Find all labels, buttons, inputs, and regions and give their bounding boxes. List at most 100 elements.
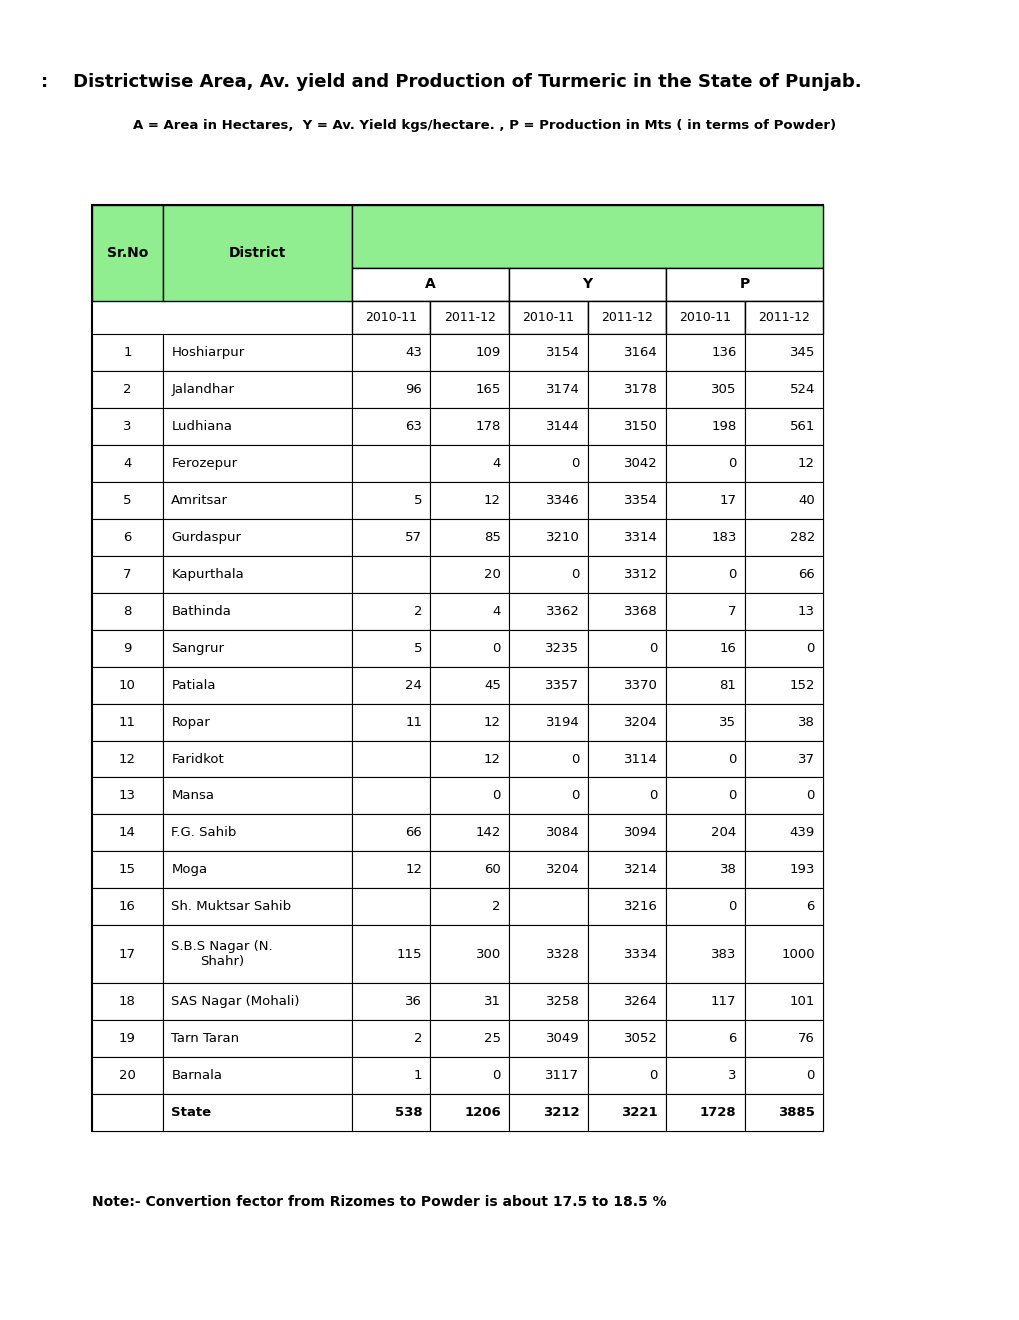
Text: 3117: 3117: [545, 1069, 579, 1082]
Bar: [352, 741, 430, 777]
Bar: [508, 851, 587, 888]
Bar: [508, 777, 587, 814]
Text: 63: 63: [405, 420, 422, 433]
Bar: [163, 519, 352, 556]
Text: Sh. Muktsar Sahib: Sh. Muktsar Sahib: [171, 900, 291, 913]
Text: Barnala: Barnala: [171, 1069, 222, 1082]
Bar: [430, 925, 508, 983]
Bar: [744, 519, 822, 556]
Bar: [352, 334, 430, 371]
Bar: [352, 371, 430, 408]
Text: Jalandhar: Jalandhar: [171, 383, 234, 396]
Text: 2010-11: 2010-11: [522, 312, 574, 323]
Bar: [163, 445, 352, 482]
Bar: [352, 593, 430, 630]
Text: 3370: 3370: [624, 678, 657, 692]
Bar: [352, 1094, 430, 1131]
Bar: [508, 408, 587, 445]
Text: 5: 5: [414, 642, 422, 655]
Bar: [508, 519, 587, 556]
Text: 204: 204: [710, 826, 736, 840]
Text: 524: 524: [789, 383, 814, 396]
Bar: [430, 371, 508, 408]
Bar: [744, 371, 822, 408]
Bar: [665, 556, 744, 593]
Text: 6: 6: [806, 900, 814, 913]
Text: 3885: 3885: [777, 1106, 814, 1119]
Text: S.B.S Nagar (N.
Shahr): S.B.S Nagar (N. Shahr): [171, 940, 273, 969]
Text: 3: 3: [728, 1069, 736, 1082]
Bar: [92, 925, 163, 983]
Bar: [92, 814, 163, 851]
Bar: [665, 814, 744, 851]
Text: 3354: 3354: [624, 494, 657, 507]
Bar: [430, 1020, 508, 1057]
Text: Amritsar: Amritsar: [171, 494, 228, 507]
Text: 2011-12: 2011-12: [443, 312, 495, 323]
Bar: [430, 445, 508, 482]
Text: 13: 13: [797, 605, 814, 618]
Text: 3144: 3144: [545, 420, 579, 433]
Bar: [508, 593, 587, 630]
Text: 0: 0: [492, 1069, 500, 1082]
Bar: [665, 301, 744, 334]
Text: 4: 4: [492, 605, 500, 618]
Bar: [352, 1057, 430, 1094]
Text: 193: 193: [789, 863, 814, 876]
Bar: [163, 556, 352, 593]
Bar: [430, 482, 508, 519]
Text: 0: 0: [728, 752, 736, 766]
Bar: [587, 704, 665, 741]
Bar: [430, 888, 508, 925]
Text: 0: 0: [649, 789, 657, 803]
Bar: [352, 814, 430, 851]
Text: 115: 115: [396, 948, 422, 961]
Bar: [587, 888, 665, 925]
Bar: [92, 704, 163, 741]
Text: 3312: 3312: [624, 568, 657, 581]
Text: 3264: 3264: [624, 995, 657, 1008]
Text: 2010-11: 2010-11: [365, 312, 417, 323]
Text: 8: 8: [123, 605, 131, 618]
Bar: [352, 888, 430, 925]
Text: Y: Y: [582, 277, 592, 292]
Text: 1728: 1728: [699, 1106, 736, 1119]
Text: 3368: 3368: [624, 605, 657, 618]
Bar: [163, 334, 352, 371]
Bar: [163, 1094, 352, 1131]
Text: 3204: 3204: [624, 715, 657, 729]
Bar: [352, 408, 430, 445]
Bar: [587, 851, 665, 888]
Bar: [508, 1020, 587, 1057]
Bar: [92, 205, 822, 1131]
Bar: [665, 741, 744, 777]
Bar: [587, 741, 665, 777]
Text: 3221: 3221: [621, 1106, 657, 1119]
Bar: [587, 630, 665, 667]
Bar: [508, 482, 587, 519]
Text: Patiala: Patiala: [171, 678, 216, 692]
Text: 3346: 3346: [545, 494, 579, 507]
Bar: [508, 630, 587, 667]
Bar: [587, 1057, 665, 1094]
Bar: [163, 371, 352, 408]
Text: 25: 25: [483, 1032, 500, 1045]
Text: 18: 18: [119, 995, 136, 1008]
Bar: [665, 268, 822, 301]
Text: 3042: 3042: [624, 457, 657, 470]
Bar: [744, 925, 822, 983]
Text: 439: 439: [789, 826, 814, 840]
Bar: [744, 1094, 822, 1131]
Bar: [744, 777, 822, 814]
Bar: [163, 1057, 352, 1094]
Bar: [430, 556, 508, 593]
Bar: [744, 1020, 822, 1057]
Bar: [430, 630, 508, 667]
Bar: [163, 593, 352, 630]
Bar: [430, 667, 508, 704]
Text: 0: 0: [806, 642, 814, 655]
Text: 2: 2: [414, 1032, 422, 1045]
Bar: [587, 814, 665, 851]
Bar: [352, 268, 508, 301]
Text: 0: 0: [806, 789, 814, 803]
